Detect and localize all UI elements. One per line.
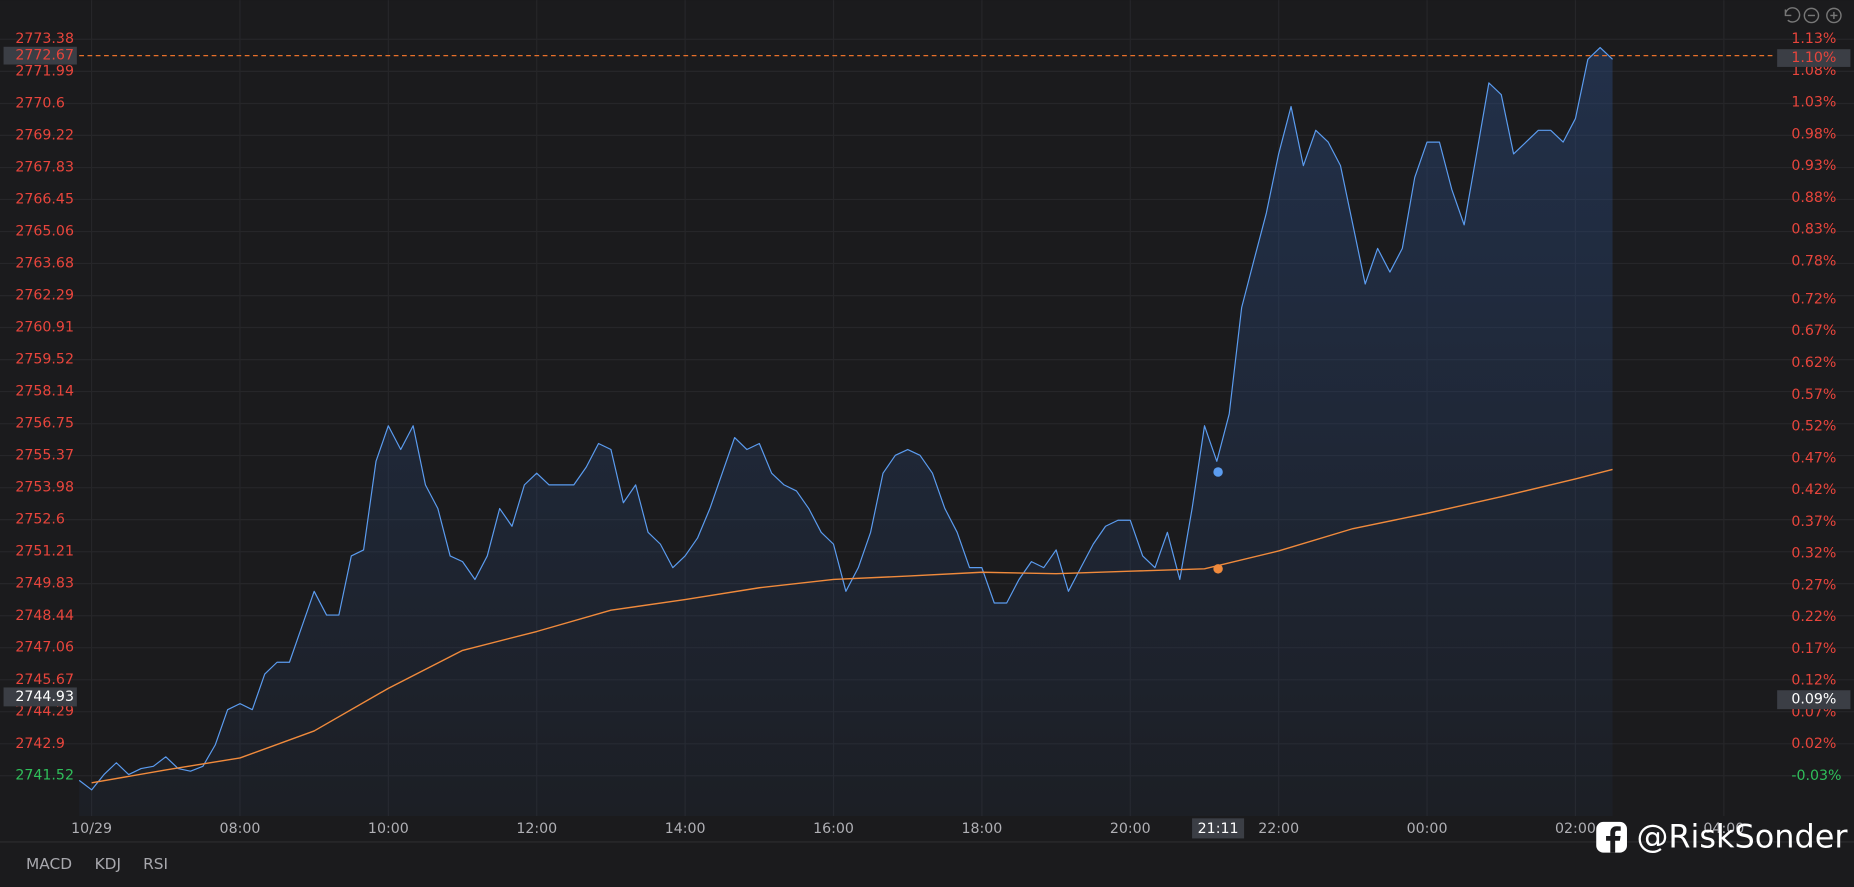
watermark-logo-mark	[1606, 826, 1621, 853]
y-tick-label: 2766.45	[15, 191, 74, 207]
x-tick-label: 08:00	[220, 821, 261, 837]
indicator-tab[interactable]: MACD	[26, 855, 72, 873]
y-tick-label: 2758.14	[15, 384, 74, 400]
y-tick-label: 2762.29	[15, 288, 74, 304]
y2-tick-label: 0.62%	[1791, 355, 1836, 371]
last-price-label: 2772.67	[15, 48, 74, 64]
y-tick-label: 2747.06	[15, 640, 74, 656]
y2-tick-label: 0.42%	[1791, 482, 1836, 498]
y2-tick-label: 0.32%	[1791, 546, 1836, 562]
y2-tick-label: 0.78%	[1791, 253, 1836, 269]
last-price-box	[3, 46, 77, 65]
crosshair-x-box	[1192, 818, 1245, 839]
y2-tick-label: 0.83%	[1791, 222, 1836, 238]
crosshair-y-label: 2744.93	[15, 689, 74, 705]
y-tick-label: 2755.37	[15, 448, 74, 464]
x-tick-label: 10:00	[368, 821, 409, 837]
y-tick-label: 2741.52	[15, 768, 74, 784]
zoom-out-button[interactable]	[1803, 7, 1820, 24]
hover-dot	[1213, 564, 1223, 574]
y-tick-label: 2745.67	[15, 672, 74, 688]
y-tick-label: 2769.22	[15, 127, 74, 143]
y-tick-label: 2751.21	[15, 544, 74, 560]
last-pct-label: 1.10%	[1791, 50, 1836, 66]
x-tick-label: 00:00	[1407, 821, 1448, 837]
crosshair-y2-box	[1777, 690, 1851, 710]
x-tick-label: 22:00	[1258, 821, 1299, 837]
x-tick-label: 02:00	[1555, 821, 1596, 837]
y-tick-label: 2771.99	[15, 63, 74, 79]
watermark-text: @RiskSonder	[1636, 817, 1848, 855]
x-tick-label: 16:00	[813, 821, 854, 837]
y-tick-label: 2756.75	[15, 416, 74, 432]
y-tick-label: 2767.83	[15, 160, 74, 176]
y2-tick-label: -0.03%	[1791, 768, 1841, 784]
y2-tick-label: 0.17%	[1791, 641, 1836, 657]
y-tick-label: 2770.6	[15, 96, 65, 112]
price-area	[79, 47, 1613, 816]
indicator-tab[interactable]: RSI	[143, 855, 168, 873]
last-pct-box	[1777, 49, 1851, 67]
x-tick-label: 14:00	[665, 821, 706, 837]
y2-tick-label: 0.88%	[1791, 190, 1836, 206]
toolbar	[1784, 7, 1842, 24]
x-tick-label: 18:00	[961, 821, 1002, 837]
y-tick-label: 2763.68	[15, 255, 74, 271]
x-tick-label: 04:00	[1703, 821, 1744, 837]
crosshair-x-label: 21:11	[1198, 821, 1239, 837]
y-tick-label: 2748.44	[15, 608, 74, 624]
y-tick-label: 2773.38	[15, 31, 74, 47]
y2-tick-label: 0.02%	[1791, 736, 1836, 752]
average-line	[91, 468, 1613, 784]
x-tick-label: 20:00	[1110, 821, 1151, 837]
y2-tick-label: 0.98%	[1791, 126, 1836, 142]
y-tick-label: 2744.29	[15, 704, 74, 720]
crosshair-y-box	[3, 687, 77, 707]
price-line	[78, 46, 1613, 791]
y2-tick-label: 0.67%	[1791, 323, 1836, 339]
y2-tick-label: 1.03%	[1791, 95, 1836, 111]
watermark: @RiskSonder	[1596, 817, 1848, 855]
x-tick-label: 12:00	[516, 821, 557, 837]
y-tick-label: 2760.91	[15, 320, 74, 336]
hover-dot	[1213, 467, 1223, 477]
y-tick-label: 2752.6	[15, 512, 65, 528]
y2-tick-label: 0.47%	[1791, 450, 1836, 466]
x-tick-label: 10/29	[71, 821, 112, 837]
y2-tick-label: 0.27%	[1791, 577, 1836, 593]
y2-tick-label: 0.52%	[1791, 419, 1836, 435]
indicator-tab[interactable]: KDJ	[95, 855, 121, 873]
zoom-in-button[interactable]	[1826, 7, 1842, 24]
y-tick-label: 2753.98	[15, 480, 74, 496]
y2-tick-label: 0.12%	[1791, 673, 1836, 689]
crosshair-y2-label: 0.09%	[1791, 692, 1836, 708]
y2-tick-label: 0.37%	[1791, 514, 1836, 530]
y2-tick-label: 0.57%	[1791, 387, 1836, 403]
y2-tick-label: 0.22%	[1791, 609, 1836, 625]
y-tick-label: 2765.06	[15, 224, 74, 240]
y2-tick-label: 1.13%	[1791, 31, 1836, 47]
y-tick-label: 2742.9	[15, 736, 65, 752]
y2-tick-label: 0.93%	[1791, 158, 1836, 174]
y-tick-label: 2749.83	[15, 576, 74, 592]
reset-button[interactable]	[1784, 7, 1801, 23]
y-tick-label: 2759.52	[15, 352, 74, 368]
y2-tick-label: 0.72%	[1791, 291, 1836, 307]
plot: 2773.38 2771.99 2770.6 2769.22 2767.83 2766.4…	[0, 0, 1854, 839]
